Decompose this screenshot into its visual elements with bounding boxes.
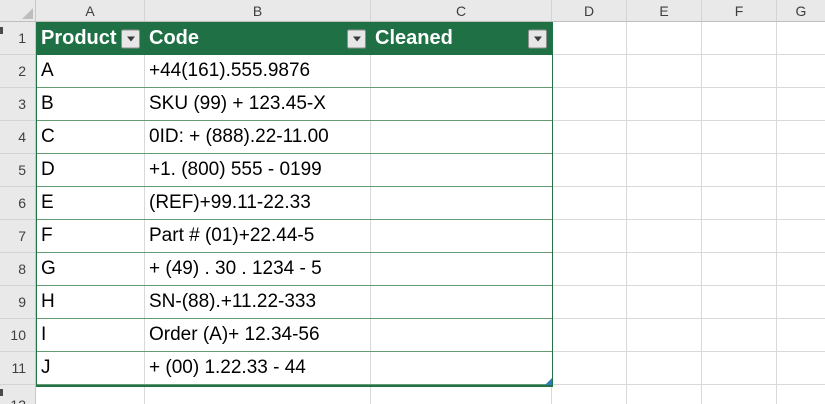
cell-a11-product[interactable]: J (37, 352, 145, 384)
row-header-8[interactable]: 8 (0, 253, 35, 286)
header-label-cleaned: Cleaned (375, 27, 453, 49)
row-header-7[interactable]: 7 (0, 220, 35, 253)
column-header-c[interactable]: C (371, 0, 552, 21)
cell-c9-cleaned[interactable] (371, 286, 552, 318)
column-header-g[interactable]: G (795, 2, 807, 19)
empty-cells-area[interactable] (552, 22, 825, 404)
cell-c2-cleaned[interactable] (371, 55, 552, 87)
cell-c4-cleaned[interactable] (371, 121, 552, 153)
cell-a6-product[interactable]: E (37, 187, 145, 219)
table-row: J + (00) 1.22.33 - 44 (37, 352, 552, 385)
cell-a7-product[interactable]: F (37, 220, 145, 252)
row-12-cells-area[interactable] (36, 387, 552, 404)
column-header-d[interactable]: D (552, 0, 627, 21)
row-header-12[interactable]: 12 (0, 385, 35, 404)
cell-c10-cleaned[interactable] (371, 319, 552, 351)
header-label-code: Code (149, 27, 199, 49)
cell-b4-code[interactable]: 0ID: + (888).22-11.00 (145, 121, 371, 153)
cell-c3-cleaned[interactable] (371, 88, 552, 120)
column-header-f[interactable]: F (702, 0, 777, 21)
table-row: D +1. (800) 555 - 0199 (37, 154, 552, 187)
cell-b6-code[interactable]: (REF)+99.11-22.33 (145, 187, 371, 219)
header-cell-code[interactable]: Code (145, 22, 371, 55)
row-header-strip: 1 2 3 4 5 6 7 8 9 10 11 12 (0, 22, 36, 404)
table-row: A +44(161).555.9876 (37, 55, 552, 88)
cell-b5-code[interactable]: +1. (800) 555 - 0199 (145, 154, 371, 186)
edge-artifact (0, 389, 3, 396)
cell-a9-product[interactable]: H (37, 286, 145, 318)
table-row: B SKU (99) + 123.45-X (37, 88, 552, 121)
table-row: I Order (A)+ 12.34-56 (37, 319, 552, 352)
row-header-2[interactable]: 2 (0, 55, 35, 88)
column-header-b[interactable]: B (145, 0, 371, 21)
cell-a4-product[interactable]: C (37, 121, 145, 153)
select-all-icon (22, 8, 33, 19)
filter-dropdown-icon (126, 36, 135, 41)
filter-dropdown-icon (533, 36, 542, 41)
row-header-3[interactable]: 3 (0, 88, 35, 121)
column-header-strip: A B C D E F G (0, 0, 825, 22)
cell-c5-cleaned[interactable] (371, 154, 552, 186)
cell-c11-cleaned[interactable] (371, 352, 552, 384)
cell-b3-code[interactable]: SKU (99) + 123.45-X (145, 88, 371, 120)
filter-button-code[interactable] (347, 29, 366, 48)
column-header-e[interactable]: E (627, 0, 702, 21)
cell-c6-cleaned[interactable] (371, 187, 552, 219)
cell-a5-product[interactable]: D (37, 154, 145, 186)
header-cell-product[interactable]: Product (37, 22, 145, 55)
cell-b11-code[interactable]: + (00) 1.22.33 - 44 (145, 352, 371, 384)
row-header-11[interactable]: 11 (0, 352, 35, 385)
row-header-9[interactable]: 9 (0, 286, 35, 319)
cell-a10-product[interactable]: I (37, 319, 145, 351)
table-row: H SN-(88).+11.22-333 (37, 286, 552, 319)
filter-dropdown-icon (352, 36, 361, 41)
edge-artifact (0, 27, 3, 34)
cell-c8-cleaned[interactable] (371, 253, 552, 285)
filter-button-product[interactable] (121, 29, 140, 48)
column-header-a[interactable]: A (36, 0, 145, 21)
table-header-row: Product Code Cleaned (37, 22, 552, 55)
cell-b8-code[interactable]: + (49) . 30 . 1234 - 5 (145, 253, 371, 285)
filter-button-cleaned[interactable] (528, 29, 547, 48)
header-cell-cleaned[interactable]: Cleaned (371, 22, 552, 55)
header-label-product: Product (41, 27, 117, 49)
cell-b10-code[interactable]: Order (A)+ 12.34-56 (145, 319, 371, 351)
row-header-1[interactable]: 1 (0, 22, 35, 55)
cell-a2-product[interactable]: A (37, 55, 145, 87)
table-row: C 0ID: + (888).22-11.00 (37, 121, 552, 154)
row-header-10[interactable]: 10 (0, 319, 35, 352)
cell-b9-code[interactable]: SN-(88).+11.22-333 (145, 286, 371, 318)
row-header-4[interactable]: 4 (0, 121, 35, 154)
cell-a3-product[interactable]: B (37, 88, 145, 120)
cell-b7-code[interactable]: Part # (01)+22.44-5 (145, 220, 371, 252)
table-row: G + (49) . 30 . 1234 - 5 (37, 253, 552, 286)
excel-table: Product Code Cleaned A +44(161).555.987 (36, 22, 553, 387)
cell-c7-cleaned[interactable] (371, 220, 552, 252)
row-header-5[interactable]: 5 (0, 154, 35, 187)
table-row: E (REF)+99.11-22.33 (37, 187, 552, 220)
table-resize-handle-icon[interactable] (545, 378, 552, 385)
row-header-6[interactable]: 6 (0, 187, 35, 220)
cell-a8-product[interactable]: G (37, 253, 145, 285)
table-row: F Part # (01)+22.44-5 (37, 220, 552, 253)
select-all-corner[interactable] (0, 0, 36, 21)
cell-b2-code[interactable]: +44(161).555.9876 (145, 55, 371, 87)
